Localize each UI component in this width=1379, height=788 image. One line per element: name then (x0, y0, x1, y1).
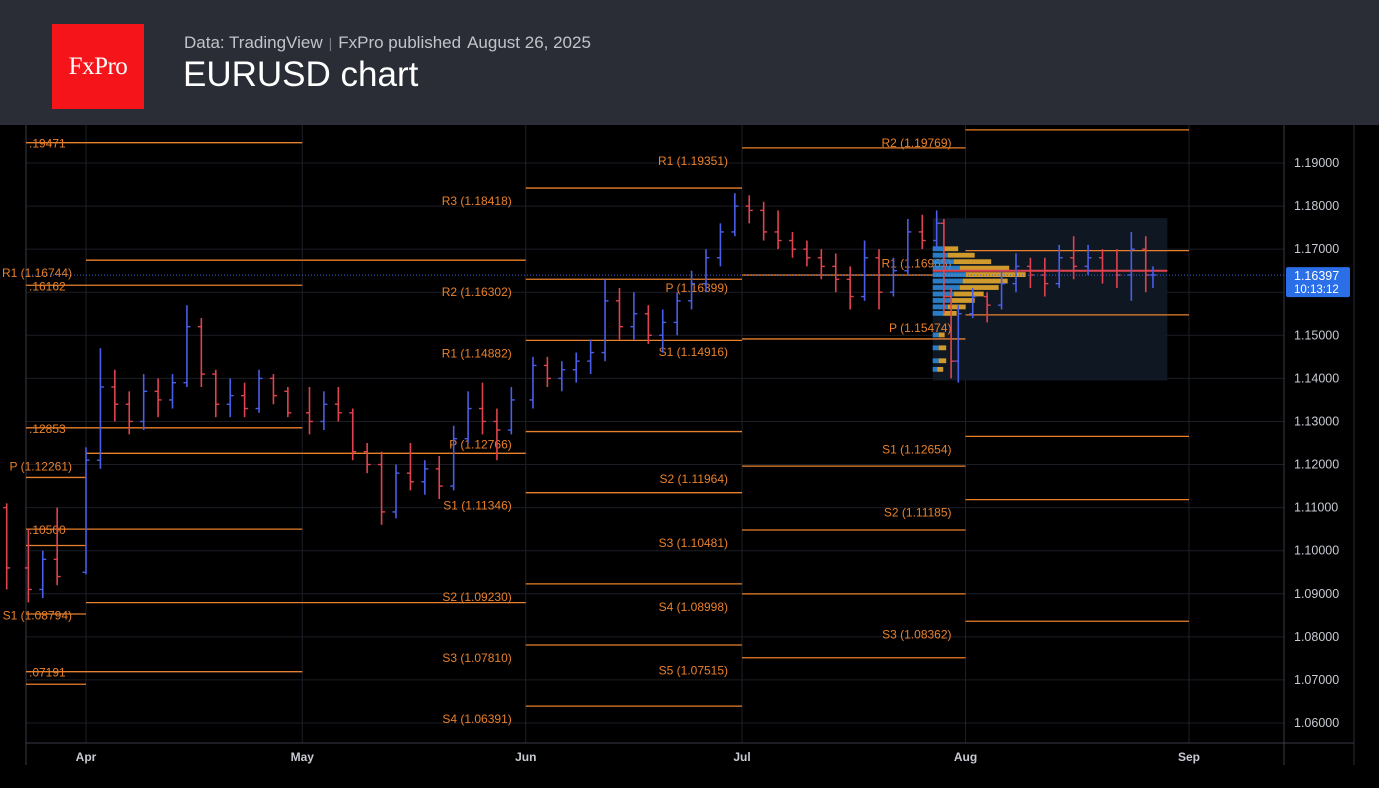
pivot-level-label: R1 (1.14882) (442, 346, 512, 360)
price-axis-label: 1.12000 (1294, 458, 1339, 472)
volume-profile-bar-down (932, 298, 951, 303)
volume-profile-bar-down (932, 358, 939, 364)
pivot-level-label: .19471 (29, 137, 66, 151)
pivot-level-label: S1 (1.14916) (659, 345, 728, 359)
volume-profile-bar-up (937, 366, 944, 372)
volume-profile-bar-down (932, 366, 938, 372)
time-axis-label: May (291, 750, 315, 764)
price-axis-label: 1.13000 (1294, 414, 1339, 428)
pivot-level-label: S3 (1.10481) (659, 536, 728, 550)
price-axis-label: 1.11000 (1294, 501, 1338, 515)
volume-profile-bar-up (959, 285, 999, 290)
time-axis-label: Jul (733, 750, 750, 764)
price-axis-label: 1.14000 (1294, 371, 1339, 385)
pivot-level-label: S2 (1.11964) (660, 472, 729, 486)
volume-profile-bar-up (943, 246, 959, 252)
pivot-level-label: P (1.12766) (449, 438, 512, 452)
separator: | (328, 35, 333, 51)
pivot-level-label: R1 (1.19351) (658, 154, 728, 168)
pivot-level-label: .10500 (29, 523, 66, 537)
pivot-level-label: S4 (1.06391) (442, 712, 511, 726)
pivot-level-label: P (1.15474) (889, 321, 952, 335)
price-axis-label: 1.17000 (1294, 242, 1339, 256)
volume-profile-bar-down (932, 265, 960, 271)
pivot-level-label: S5 (1.07515) (659, 664, 728, 678)
volume-profile-bar-down (932, 285, 960, 290)
last-price-value: 1.16397 (1294, 269, 1339, 283)
volume-profile-bar-down (932, 345, 939, 351)
pivot-level-label: .12853 (29, 422, 66, 436)
volume-profile-bar-up (938, 345, 947, 351)
publisher: FxPro published (338, 33, 462, 52)
publish-date: August 26, 2025 (467, 33, 591, 52)
eurusd-chart[interactable]: .19471 .16162 .12853 .10500 .07191 R1 (1.1674… (0, 125, 1379, 788)
volume-profile-bar-down (932, 310, 944, 316)
time-axis-label: Aug (954, 750, 977, 764)
volume-profile-bar-down (932, 332, 939, 338)
volume-profile-bar-up (965, 272, 1026, 277)
price-axis-label: 1.19000 (1294, 156, 1339, 170)
last-price-badge (1286, 267, 1350, 298)
pivot-level-label: R1 (1.16744) (2, 266, 72, 280)
price-axis-label: 1.08000 (1294, 630, 1339, 644)
volume-profile-bar-up (950, 298, 975, 303)
volume-profile-bar-up (959, 265, 1010, 271)
chart-background (0, 125, 1379, 788)
pivot-level-label: P (1.16399) (666, 281, 729, 295)
pivot-level-label: P (1.12261) (10, 459, 73, 473)
price-axis-label: 1.07000 (1294, 673, 1339, 687)
price-axis-label: 1.06000 (1294, 716, 1339, 730)
volume-profile-bar-up (953, 291, 984, 297)
pivot-level-label: S2 (1.09230) (442, 590, 511, 604)
price-axis-label: 1.18000 (1294, 199, 1339, 213)
price-axis-label: 1.10000 (1294, 544, 1339, 558)
volume-profile-bar-up (953, 259, 992, 265)
pivot-level-label: R2 (1.19769) (881, 136, 951, 150)
pivot-level-label: S1 (1.12654) (882, 442, 951, 456)
pivot-level-label: S2 (1.11185) (884, 506, 952, 520)
time-axis-label: Jun (515, 750, 536, 764)
time-axis-label: Apr (76, 750, 97, 764)
pivot-level-label: S4 (1.08998) (659, 600, 728, 614)
volume-profile-bar-up (938, 358, 947, 364)
volume-profile-bar-up (947, 252, 975, 258)
pivot-level-label: S3 (1.08362) (882, 627, 951, 641)
volume-profile-bar-up (947, 304, 966, 310)
pivot-level-label: S1 (1.08794) (3, 609, 72, 623)
time-axis-label: Sep (1178, 750, 1200, 764)
price-axis-label: 1.15000 (1294, 328, 1339, 342)
volume-profile-bar-down (932, 272, 966, 277)
header: FxPro Data: TradingView | FxPro published A… (0, 0, 1379, 125)
pivot-level-label: R2 (1.16302) (442, 285, 512, 299)
pivot-level-label: .16162 (29, 279, 66, 293)
volume-profile-bar-down (932, 278, 963, 284)
header-meta: Data: TradingView | FxPro published August … (184, 33, 591, 53)
pivot-level-label: .07191 (29, 666, 66, 680)
page-title: EURUSD chart (183, 55, 419, 94)
pivot-level-label: S3 (1.07810) (442, 651, 511, 665)
volume-profile-bar-down (932, 304, 948, 310)
volume-profile-bar-up (938, 332, 945, 338)
bar-countdown: 10:13:12 (1294, 284, 1339, 296)
volume-profile-bar-up (962, 278, 1008, 284)
price-axis-label: 1.09000 (1294, 587, 1339, 601)
volume-profile-bar-down (932, 246, 944, 252)
volume-profile-bar-up (943, 310, 957, 316)
fxpro-logo: FxPro (52, 24, 144, 109)
data-source: Data: TradingView (184, 33, 323, 52)
pivot-level-label: R3 (1.18418) (442, 194, 512, 208)
volume-profile-bar-down (932, 252, 948, 258)
pivot-level-label: S1 (1.11346) (443, 499, 512, 513)
